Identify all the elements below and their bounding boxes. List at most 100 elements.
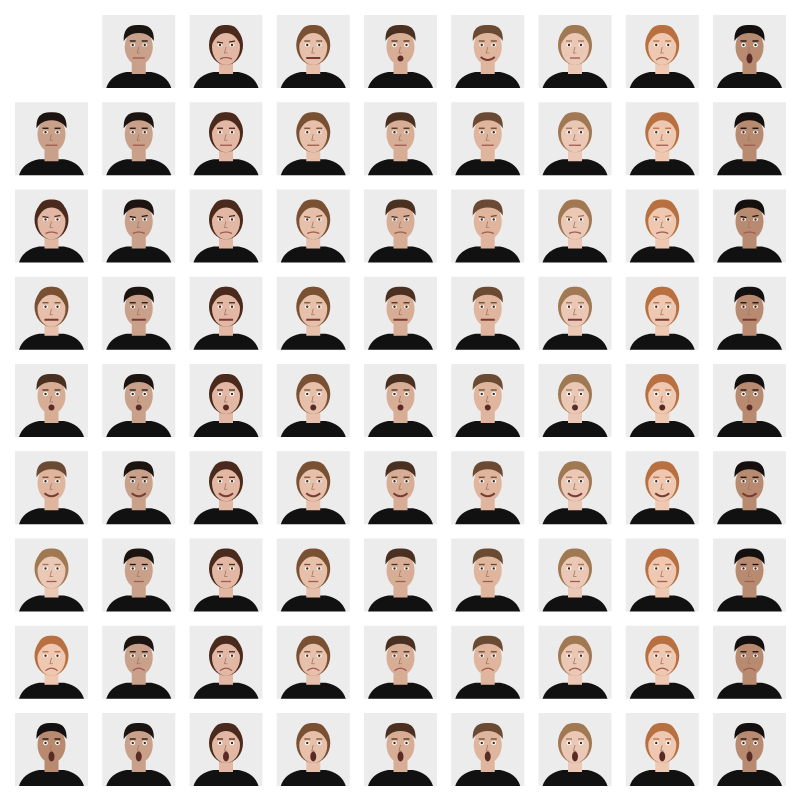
head <box>299 203 328 240</box>
head <box>386 639 415 676</box>
face-photo <box>451 625 525 699</box>
pupil <box>667 567 670 570</box>
pupil <box>44 654 47 657</box>
pupil <box>405 131 408 134</box>
shirt <box>19 508 84 525</box>
shirt <box>717 159 782 176</box>
pupil <box>667 43 670 47</box>
pupil <box>742 131 745 134</box>
face-photo <box>189 15 263 88</box>
face-photo <box>276 538 350 612</box>
face-photo <box>102 451 176 525</box>
hair <box>734 112 765 129</box>
mouth <box>394 667 407 672</box>
pupil <box>480 567 483 570</box>
nose <box>398 134 402 141</box>
nose <box>311 744 315 752</box>
head <box>212 378 240 414</box>
nose <box>660 134 664 141</box>
pupil <box>56 654 59 657</box>
mouth <box>741 492 758 498</box>
shirt <box>629 159 695 176</box>
pupil <box>131 43 134 47</box>
shirt <box>193 508 259 525</box>
pupil <box>567 480 571 483</box>
pupil <box>393 43 396 47</box>
head <box>124 29 153 65</box>
face-photo <box>102 713 176 786</box>
face-photo <box>102 102 176 176</box>
mouth <box>572 751 578 762</box>
shirt <box>717 246 782 263</box>
nose <box>223 744 228 752</box>
mouth <box>659 751 666 762</box>
nose <box>223 395 228 403</box>
hair <box>36 548 67 571</box>
head <box>473 552 502 589</box>
hair <box>734 24 765 41</box>
shirt <box>368 421 433 437</box>
hair <box>472 199 503 216</box>
hair <box>734 373 765 390</box>
mouth <box>397 404 404 411</box>
hair <box>647 373 678 396</box>
hair <box>559 635 591 658</box>
shirt <box>455 421 521 437</box>
shirt <box>629 72 695 88</box>
pupil <box>131 392 134 396</box>
shirt <box>629 770 695 786</box>
shirt <box>280 72 346 88</box>
nose <box>485 657 490 665</box>
mouth <box>219 56 233 60</box>
pupil <box>131 305 134 308</box>
nose <box>223 483 228 490</box>
nose <box>747 657 751 665</box>
hair <box>123 112 154 129</box>
eyebrow <box>391 215 398 219</box>
hair <box>472 461 503 478</box>
pupil <box>143 654 146 657</box>
shirt <box>106 770 172 786</box>
pupil <box>655 218 658 221</box>
face-photo <box>538 15 612 88</box>
pupil <box>318 567 321 570</box>
face-photo <box>364 713 437 786</box>
pupil <box>492 654 495 657</box>
head <box>561 378 589 414</box>
pupil <box>742 480 745 483</box>
pupil <box>306 654 309 657</box>
mouth <box>135 751 142 762</box>
pupil <box>579 654 583 657</box>
face-photo <box>538 625 612 699</box>
shirt <box>193 421 259 437</box>
pupil <box>667 741 670 745</box>
nose <box>572 221 577 228</box>
pupil <box>56 567 59 570</box>
face-photo <box>189 102 263 176</box>
hair <box>123 373 154 390</box>
mouth <box>135 404 142 411</box>
shirt <box>193 333 259 350</box>
shirt <box>106 72 172 88</box>
face-photo <box>713 451 786 525</box>
nose <box>660 657 664 665</box>
pupil <box>44 480 47 483</box>
pupil <box>754 567 757 570</box>
pupil <box>230 218 234 221</box>
mouth <box>45 231 58 235</box>
nose <box>136 308 141 316</box>
head <box>473 727 502 763</box>
pupil <box>230 654 234 657</box>
pupil <box>218 741 222 745</box>
pupil <box>754 218 757 221</box>
head <box>735 203 764 240</box>
pupil <box>492 480 495 483</box>
nose <box>398 657 402 665</box>
shirt <box>717 595 782 612</box>
pupil <box>56 741 59 745</box>
hair <box>734 722 765 739</box>
face-photo <box>713 625 786 699</box>
mouth <box>48 751 55 762</box>
shirt <box>280 595 346 612</box>
mouth <box>746 751 753 762</box>
